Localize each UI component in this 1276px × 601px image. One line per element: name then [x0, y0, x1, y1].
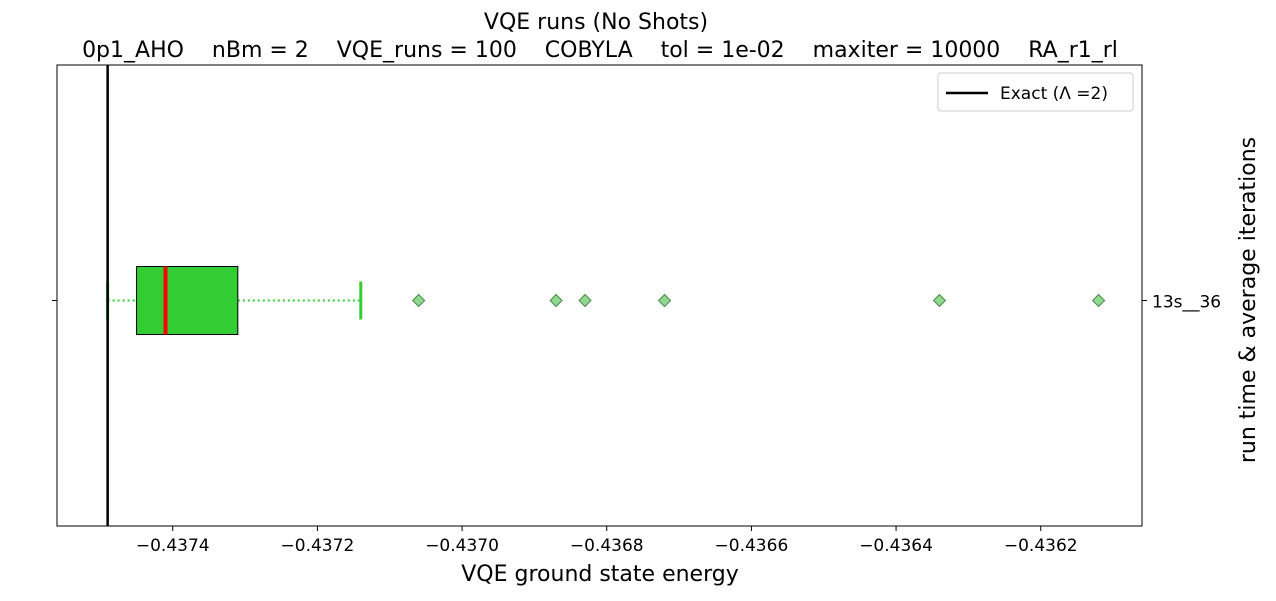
outlier-point: [550, 295, 562, 307]
chart-subtitle: 0p1_AHO nBm = 2 VQE_runs = 100 COBYLA to…: [82, 38, 1118, 63]
x-tick-label: −0.4366: [715, 536, 789, 556]
chart-title: VQE runs (No Shots): [484, 10, 708, 35]
x-axis-label: VQE ground state energy: [461, 562, 738, 587]
x-tick-label: −0.4372: [281, 536, 355, 556]
outlier-point: [659, 295, 671, 307]
x-tick-label: −0.4364: [859, 536, 933, 556]
outlier-point: [1093, 295, 1105, 307]
iqr-box: [137, 267, 238, 335]
x-axis: −0.4374 −0.4372 −0.4370 −0.4368 −0.4366 −0.43…: [136, 526, 1078, 556]
x-tick-label: −0.4374: [136, 536, 210, 556]
x-tick-label: −0.4370: [425, 536, 499, 556]
outlier-point: [413, 295, 425, 307]
legend-exact-label: Exact (Λ =2): [1000, 84, 1108, 104]
y-category-label: 13s__36: [1152, 293, 1221, 313]
chart-marks: [108, 65, 1105, 526]
outlier-point: [933, 295, 945, 307]
right-axis-label: run time & average iterations: [1236, 137, 1261, 463]
x-tick-label: −0.4368: [570, 536, 644, 556]
legend: Exact (Λ =2): [938, 73, 1133, 111]
x-tick-label: −0.4362: [1004, 536, 1078, 556]
outlier-point: [579, 295, 591, 307]
